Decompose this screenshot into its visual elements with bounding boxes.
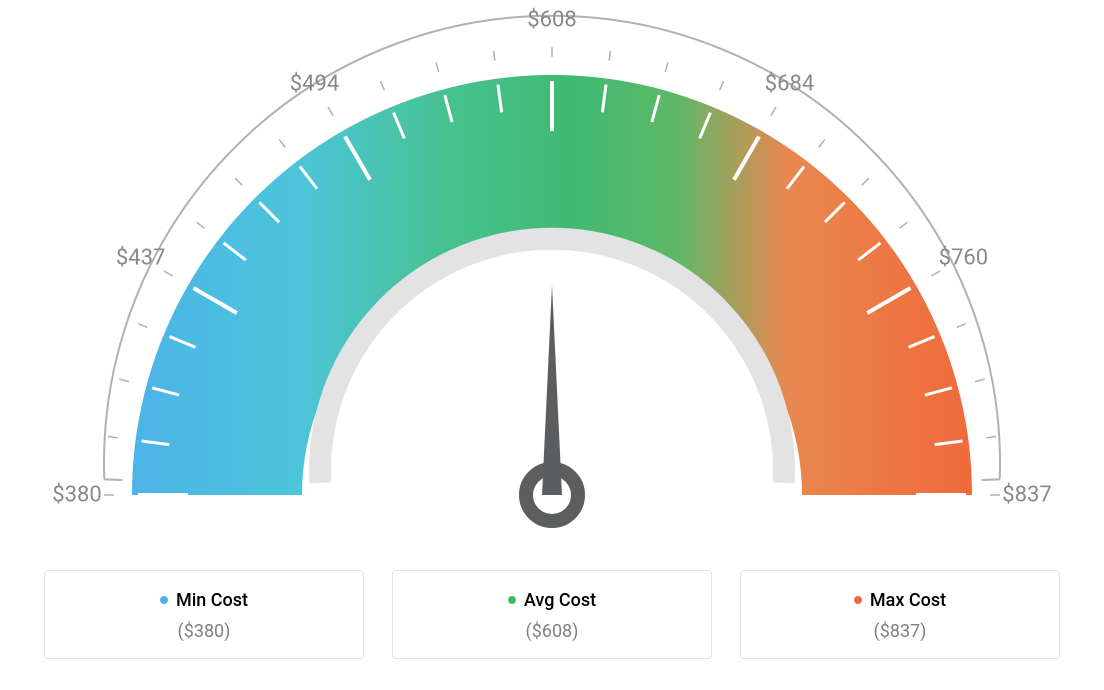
gauge-tick-label: $380 (52, 483, 101, 508)
legend-dot-min (160, 596, 168, 604)
gauge-chart: $380 $437 $494 $608 $684 $760 $837 (0, 0, 1104, 560)
legend-value-avg: ($608) (405, 621, 699, 642)
legend-value-max: ($837) (753, 621, 1047, 642)
legend-card-max: Max Cost ($837) (740, 570, 1060, 659)
gauge-tick-label: $684 (765, 71, 814, 96)
legend-label-avg: Avg Cost (524, 590, 596, 611)
legend-label-min: Min Cost (176, 590, 248, 611)
legend-title-min: Min Cost (160, 590, 248, 611)
legend-label-max: Max Cost (870, 590, 946, 611)
legend-dot-avg (508, 596, 516, 604)
gauge-svg (0, 0, 1104, 560)
legend-title-max: Max Cost (854, 590, 946, 611)
legend-row: Min Cost ($380) Avg Cost ($608) Max Cost… (0, 570, 1104, 659)
legend-dot-max (854, 596, 862, 604)
legend-card-avg: Avg Cost ($608) (392, 570, 712, 659)
gauge-tick-label: $437 (116, 245, 165, 270)
gauge-tick-label: $760 (939, 245, 988, 270)
gauge-tick-label: $608 (527, 8, 576, 33)
legend-value-min: ($380) (57, 621, 351, 642)
gauge-tick-label: $837 (1002, 483, 1051, 508)
gauge-tick-label: $494 (290, 71, 339, 96)
legend-title-avg: Avg Cost (508, 590, 596, 611)
legend-card-min: Min Cost ($380) (44, 570, 364, 659)
